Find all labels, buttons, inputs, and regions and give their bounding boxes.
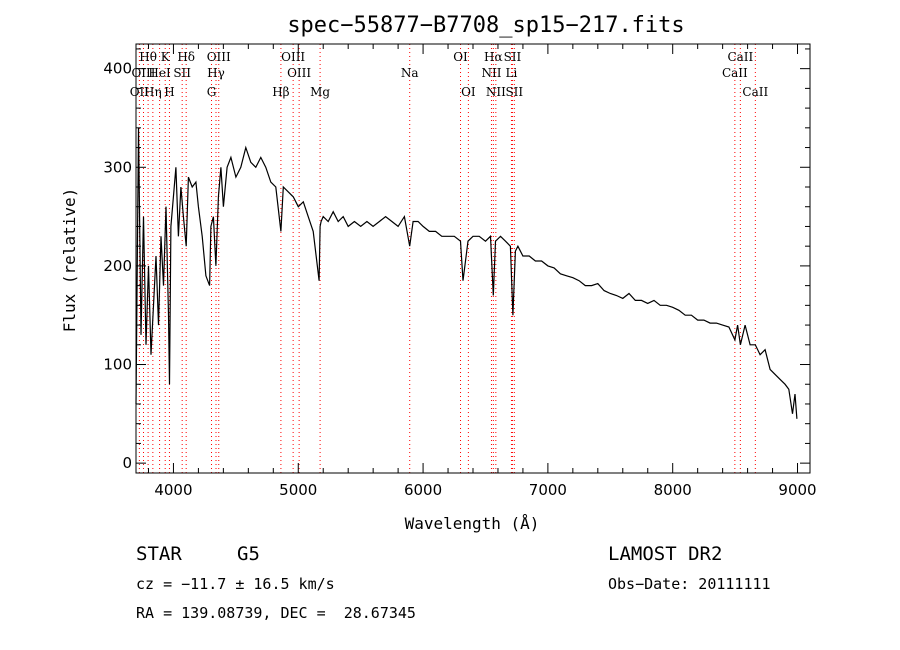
line-label-21: NII [486,85,506,99]
y-tick-label-200: 200 [103,257,132,275]
survey-name: LAMOST DR2 [608,543,723,565]
line-label-17: OI [453,50,468,64]
line-label-26: CaII [727,50,753,64]
chart-title: spec−55877−B7708_sp15−217.fits [287,13,684,38]
x-tick-label-6000: 6000 [404,481,442,499]
line-label-7: SII [173,66,191,80]
coordinates: RA = 139.08739, DEC = 28.67345 [136,604,416,622]
x-tick-label-5000: 5000 [279,481,317,499]
x-axis-ticks: 4000 5000 6000 7000 8000 9000 [147,44,817,499]
line-label-4: HeI [148,66,171,80]
line-label-15: Mg [310,85,330,99]
line-label-23: Li [506,66,518,80]
line-label-8: Hδ [177,50,195,64]
y-tick-label-300: 300 [103,158,132,176]
plot-frame [135,43,811,474]
y-tick-label-100: 100 [103,356,132,374]
x-tick-label-4000: 4000 [154,481,192,499]
line-label-16: Na [401,66,419,80]
line-label-6: H [164,85,174,99]
subclass: G5 [237,543,260,565]
line-label-18: OI [461,85,476,99]
line-label-9: OIII [207,50,231,64]
line-label-19: Hα [484,50,503,64]
line-label-12: Hβ [272,85,289,99]
observation-date: Obs−Date: 20111111 [608,575,771,593]
spectrum-line [135,127,798,419]
line-label-27: CaII [742,85,768,99]
line-label-3: Hη [144,85,162,99]
object-class: STAR [136,543,182,565]
line-label-14: OIII [287,66,311,80]
line-label-24: SII [505,85,523,99]
line-label-22: SII [504,50,522,64]
line-label-10: Hγ [207,66,225,80]
redshift-velocity: cz = −11.7 ± 16.5 km/s [136,575,335,593]
y-tick-label-400: 400 [103,60,132,78]
line-label-5: K [161,50,171,64]
spectral-line-labels: OII Hθ OIII Hη HeI K H SII Hδ OIII Hγ G Hβ OIII OIII Mg… [130,50,769,99]
y-axis-label: Flux (relative) [60,188,79,333]
x-axis-label: Wavelength (Å) [405,514,540,533]
x-tick-label-7000: 7000 [529,481,567,499]
x-tick-label-8000: 8000 [654,481,692,499]
line-label-2: OIII [131,66,155,80]
line-label-13: OIII [281,50,305,64]
y-axis-ticks: 0 100 200 300 400 [103,48,810,472]
x-tick-label-9000: 9000 [778,481,816,499]
line-label-11: G [207,85,217,99]
spectrum-chart: spec−55877−B7708_sp15−217.fits OII Hθ OIII… [60,13,817,533]
spectral-line-markers [138,44,756,473]
line-label-20: NII [481,66,501,80]
y-tick-label-0: 0 [122,454,132,472]
line-label-0: OII [130,85,150,99]
line-label-1: Hθ [139,50,157,64]
line-label-25: CaII [722,66,748,80]
